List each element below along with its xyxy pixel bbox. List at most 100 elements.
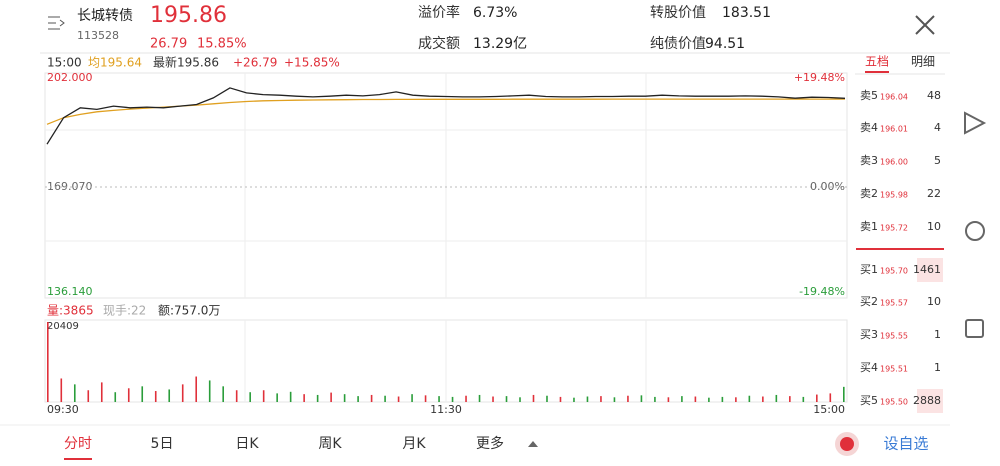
volume-bar <box>762 396 764 402</box>
vol-highlight <box>917 389 943 413</box>
volume-bar <box>397 396 400 402</box>
volume-bar <box>546 395 548 402</box>
nav-home[interactable] <box>965 221 985 241</box>
volume-bar <box>370 394 373 402</box>
volume-bar <box>789 396 791 402</box>
stat-value: 6.73% <box>473 5 517 21</box>
bottom-tab[interactable]: 更多 <box>476 435 504 452</box>
book-tab[interactable]: 五档 <box>865 55 889 69</box>
volume-bar <box>289 391 292 402</box>
bond-code: 113528 <box>77 29 119 42</box>
book-price: 195.50 <box>880 398 908 407</box>
book-label: 卖2 <box>860 187 878 200</box>
volume-bar <box>816 394 818 402</box>
volume-bar <box>681 396 683 402</box>
book-vol: 10 <box>927 295 941 308</box>
menu-icon[interactable] <box>48 16 65 30</box>
pct-tick-label: 0.00% <box>810 180 845 193</box>
volume-bar <box>708 397 710 402</box>
volume-bar <box>829 393 832 402</box>
volume-bar <box>451 396 454 402</box>
volume-bar <box>600 396 602 402</box>
record-dot[interactable] <box>840 437 854 451</box>
bottom-tab[interactable]: 周K <box>318 436 342 452</box>
book-label: 卖4 <box>860 121 878 134</box>
book-tab[interactable]: 明细 <box>911 55 935 69</box>
book-price: 196.01 <box>880 125 908 134</box>
info-avg: 均195.64 <box>88 56 142 70</box>
volume-bar <box>249 392 251 402</box>
volume-bar <box>168 389 171 402</box>
x-tick-label: 15:00 <box>813 403 845 416</box>
book-label: 买5 <box>860 394 878 407</box>
book-vol: 1 <box>934 361 941 374</box>
volume-bar <box>573 397 575 402</box>
bottom-tab[interactable]: 日K <box>235 436 259 452</box>
book-label: 买1 <box>860 263 878 276</box>
stat-label: 溢价率 <box>418 4 460 21</box>
volume-bar <box>100 382 103 402</box>
y-tick-label: 136.140 <box>47 285 93 298</box>
bottom-tab[interactable]: 分时 <box>64 436 92 452</box>
book-vol: 48 <box>927 89 941 102</box>
book-vol: 10 <box>927 220 941 233</box>
nav-recent[interactable] <box>965 319 984 338</box>
nav-bar <box>950 0 1000 462</box>
volume-bar <box>640 395 643 402</box>
bottom-tab[interactable]: 月K <box>402 436 426 452</box>
stat-value: 94.51 <box>705 36 745 52</box>
book-vol: 22 <box>927 187 941 200</box>
volume-bar <box>843 386 845 402</box>
stat-label: 纯债价值 <box>650 36 706 52</box>
close[interactable] <box>915 15 935 35</box>
watch-button[interactable]: 设自选 <box>883 435 928 453</box>
nav-back[interactable] <box>964 111 987 135</box>
volume-bar <box>127 388 130 402</box>
pct-tick-label: -19.48% <box>799 285 845 298</box>
stat-value: 183.51 <box>722 5 771 21</box>
volume-bar <box>60 378 63 402</box>
volume-bar <box>384 395 386 402</box>
book-label: 卖5 <box>860 89 878 102</box>
book-price: 195.72 <box>880 224 908 233</box>
book-label: 买3 <box>860 328 878 341</box>
volume-bar <box>47 322 49 402</box>
volume-bar <box>330 392 332 402</box>
info-change: +26.79 <box>233 56 277 70</box>
volume-bar <box>775 394 778 402</box>
stat-label: 成交额 <box>418 35 460 52</box>
volume-bar <box>505 396 508 402</box>
volume-bar <box>154 391 157 402</box>
book-price: 196.04 <box>880 93 908 102</box>
vol-hand: 现手:22 <box>103 304 146 318</box>
info-pct: +15.85% <box>284 56 340 70</box>
volume-bar <box>181 384 184 402</box>
volume-bar <box>343 394 346 402</box>
volume-bar <box>478 394 481 402</box>
book-vol: 5 <box>934 154 941 167</box>
volume-bar <box>114 392 117 402</box>
stat-value: 13.29亿 <box>473 36 527 52</box>
volume-bar <box>586 396 589 402</box>
bottom-tab[interactable]: 5日 <box>151 436 174 452</box>
book-label: 卖1 <box>860 220 878 233</box>
volume-bar <box>721 396 724 402</box>
volume-bar <box>532 394 535 402</box>
price: 195.86 <box>150 3 227 28</box>
volume-bar <box>802 396 805 402</box>
volume-bar <box>438 396 440 402</box>
pct: 15.85% <box>197 37 247 52</box>
volume-bar <box>735 397 737 402</box>
volume-bar <box>654 396 656 402</box>
volume-bar <box>411 394 413 402</box>
book-vol: 4 <box>934 121 941 134</box>
volume-bar <box>276 393 278 402</box>
book-label: 买4 <box>860 361 878 374</box>
volume-bar <box>87 390 90 402</box>
volume-bar <box>667 397 670 402</box>
book-vol: 1 <box>934 328 941 341</box>
y-tick-label: 169.070 <box>47 180 93 193</box>
vol-label: 量:3865 <box>47 304 94 318</box>
more-arrow[interactable] <box>528 441 538 447</box>
volume-bar <box>613 397 616 402</box>
